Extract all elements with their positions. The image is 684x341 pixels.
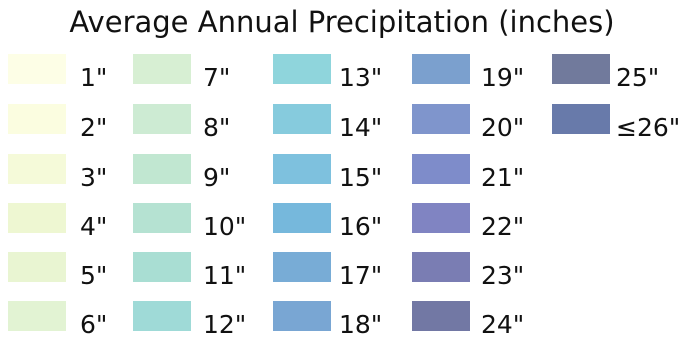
legend-label: 15" (339, 163, 383, 192)
legend-swatch (8, 104, 66, 134)
legend-swatch (8, 54, 66, 84)
legend-swatch (8, 154, 66, 184)
legend-item: 10" (133, 203, 273, 243)
legend-item: 22" (412, 203, 551, 243)
legend-item: 13" (273, 54, 409, 94)
legend-swatch (273, 104, 331, 134)
legend-swatch (273, 252, 331, 282)
legend-label: 13" (339, 63, 383, 92)
legend-item: 16" (273, 203, 409, 243)
legend-label: 9" (203, 163, 231, 192)
legend-label: 7" (203, 63, 231, 92)
legend-swatch (8, 301, 66, 331)
legend-label: 6" (80, 310, 108, 339)
legend-swatch (133, 54, 191, 84)
legend-label: 22" (481, 212, 525, 241)
legend-label: 21" (481, 163, 525, 192)
legend-label: 17" (339, 261, 383, 290)
legend-item: 18" (273, 301, 409, 341)
legend-label: 1" (80, 63, 108, 92)
legend-swatch (412, 104, 470, 134)
legend-swatch (133, 252, 191, 282)
legend-swatch (133, 301, 191, 331)
legend-swatch (8, 252, 66, 282)
legend-label: 5" (80, 261, 108, 290)
legend-item: 14" (273, 104, 409, 144)
legend-label: 20" (481, 113, 525, 142)
legend-item: 21" (412, 154, 551, 194)
legend-swatch (412, 154, 470, 184)
legend-label: 8" (203, 113, 231, 142)
legend-label: 16" (339, 212, 383, 241)
legend-label: 11" (203, 261, 247, 290)
legend-title: Average Annual Precipitation (inches) (69, 5, 615, 39)
legend-swatch (133, 104, 191, 134)
legend-swatch (273, 301, 331, 331)
legend-label: 14" (339, 113, 383, 142)
legend-swatch (552, 104, 610, 134)
legend-label: 10" (203, 212, 247, 241)
legend-item: 5" (8, 252, 150, 292)
legend-item: 25" (552, 54, 684, 94)
legend-item: 11" (133, 252, 273, 292)
legend-item: 15" (273, 154, 409, 194)
legend-item: 4" (8, 203, 150, 243)
legend-swatch (133, 154, 191, 184)
legend-item: 17" (273, 252, 409, 292)
legend-label: 24" (481, 310, 525, 339)
legend-item: 12" (133, 301, 273, 341)
legend-item: 1" (8, 54, 150, 94)
legend-item: 20" (412, 104, 551, 144)
legend-label: 2" (80, 113, 108, 142)
legend-item: 23" (412, 252, 551, 292)
legend-item: 9" (133, 154, 273, 194)
legend-swatch (412, 203, 470, 233)
legend-item: 24" (412, 301, 551, 341)
legend-label: 18" (339, 310, 383, 339)
legend-item: 19" (412, 54, 551, 94)
legend-swatch (552, 54, 610, 84)
legend-swatch (273, 154, 331, 184)
legend-item: 7" (133, 54, 273, 94)
legend-swatch (273, 203, 331, 233)
legend-swatch (273, 54, 331, 84)
legend-swatch (133, 203, 191, 233)
legend-label: 25" (616, 63, 660, 92)
legend-label: 19" (481, 63, 525, 92)
legend-swatch (412, 301, 470, 331)
legend-swatch (8, 203, 66, 233)
legend-item: 3" (8, 154, 150, 194)
legend-item: 8" (133, 104, 273, 144)
legend-item: ≤26" (552, 104, 684, 144)
legend-label: 12" (203, 310, 247, 339)
legend-label: ≤26" (616, 113, 681, 142)
legend-swatch (412, 252, 470, 282)
legend-swatch (412, 54, 470, 84)
legend-label: 3" (80, 163, 108, 192)
legend-item: 2" (8, 104, 150, 144)
legend-label: 4" (80, 212, 108, 241)
legend-label: 23" (481, 261, 525, 290)
legend-item: 6" (8, 301, 150, 341)
